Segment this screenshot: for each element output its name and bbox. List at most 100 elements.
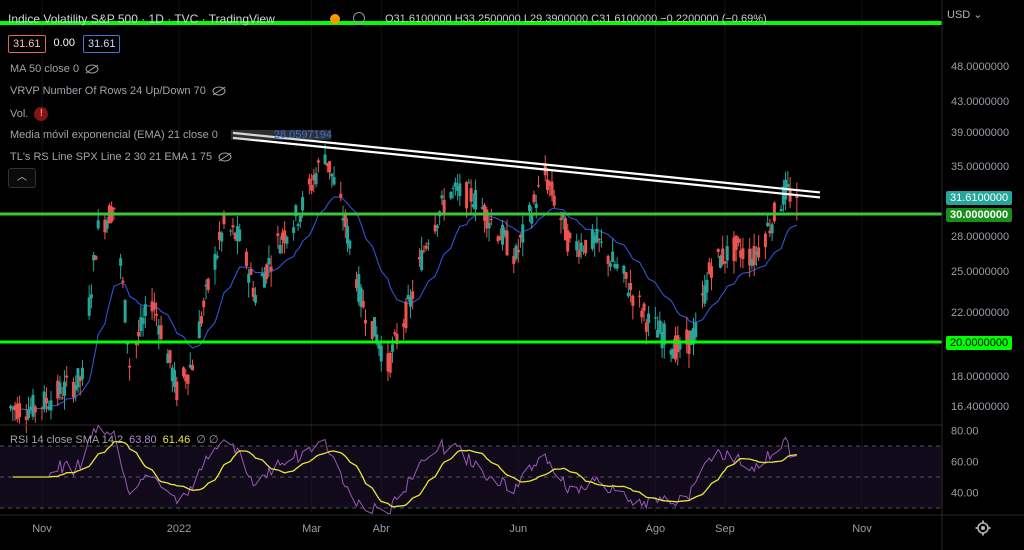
candle-body [298, 215, 302, 223]
level-20 [0, 340, 942, 344]
settings-gear-icon[interactable] [975, 520, 991, 536]
candle-body [545, 179, 549, 191]
candle-body [231, 225, 235, 228]
candle-body [709, 266, 713, 278]
sell-price[interactable]: 31.61 [8, 35, 46, 53]
indicator-label: Media móvil exponencial (EMA) 21 close 0 [10, 129, 218, 141]
candle-body [768, 230, 772, 234]
candle-body [703, 285, 707, 304]
x-tick-label: Nov [32, 523, 52, 535]
ema-path [10, 196, 798, 411]
symbol-title[interactable]: Indice Volatility S&P 500 · 1D · TVC · T… [8, 12, 275, 26]
collapse-indicators-button[interactable]: ︿ [8, 168, 36, 188]
rsi-tick-label: 60.00 [951, 457, 979, 469]
candle-body [599, 241, 603, 243]
candle-body [647, 313, 651, 324]
candle-body [424, 245, 428, 249]
candle-body [660, 331, 664, 349]
candle-body [748, 248, 752, 266]
candle-body [74, 385, 78, 391]
candle-body [112, 207, 116, 210]
candle-body [685, 329, 689, 345]
candle-body [411, 291, 415, 299]
buy-price[interactable]: 31.61 [82, 35, 121, 53]
currency-button[interactable]: USD ⌄ [947, 9, 983, 21]
candle-body [465, 182, 469, 209]
trendline[interactable] [230, 129, 821, 199]
candle-body [658, 320, 662, 334]
y-tick-label: 22.0000000 [951, 307, 1009, 319]
candle-body [44, 397, 48, 404]
candle-body [280, 232, 284, 240]
candle-body [631, 295, 635, 306]
indicator-ema[interactable]: Media móvil exponencial (EMA) 21 close 0… [10, 129, 332, 141]
candle-body [501, 224, 505, 245]
candle-body [678, 340, 682, 350]
candle-body [200, 316, 204, 324]
candle-body [377, 342, 381, 349]
header-dot-icons [330, 12, 366, 27]
candle-body [692, 328, 696, 345]
candle-body [170, 367, 174, 382]
candle-body [361, 300, 365, 308]
candle-body [294, 205, 298, 217]
candle-body [456, 186, 460, 191]
candle-body [534, 203, 538, 209]
x-tick-label: Jun [509, 523, 527, 535]
horizontal-levels[interactable] [0, 21, 942, 344]
candle-body [559, 217, 563, 221]
candle-body [433, 224, 437, 232]
indicator-rsline[interactable]: TL's RS Line SPX Line 2 30 21 EMA 1 75 [10, 151, 232, 163]
candle-body [197, 321, 201, 339]
candle-body [175, 381, 179, 401]
hidden-eye-icon[interactable] [212, 86, 226, 96]
y-tick-label: 39.0000000 [951, 127, 1009, 139]
candle-body [487, 222, 491, 229]
candle-body [629, 283, 633, 290]
candle-body [29, 406, 33, 411]
candle-body [638, 295, 642, 297]
candle-body [372, 317, 376, 337]
y-tick-label: 18.0000000 [951, 371, 1009, 383]
ohlc-readout: O31.6100000 H33.2500000 L29.3900000 C31.… [385, 13, 767, 25]
candle-body [143, 304, 147, 317]
candle-body [669, 350, 673, 355]
data-status-icon[interactable] [353, 12, 366, 24]
x-tick-label: Sep [715, 523, 735, 535]
rsi-tick-label: 80.00 [951, 426, 979, 438]
candle-body [314, 173, 318, 185]
spread-value: 0.00 [53, 37, 75, 49]
candle-body [763, 233, 767, 248]
candle-body [27, 409, 31, 419]
rsi-legend[interactable]: RSI 14 close SMA 14 2 63.80 61.46 ∅ ∅ [10, 433, 218, 447]
market-status-icon[interactable] [330, 14, 340, 24]
indicator-vrvp[interactable]: VRVP Number Of Rows 24 Up/Down 70 [10, 85, 226, 97]
indicator-vol[interactable]: Vol. ! [10, 107, 49, 121]
candle-body [96, 220, 100, 229]
candle-body [292, 227, 296, 233]
candle-body [191, 365, 195, 371]
candle-body [364, 319, 368, 324]
candle-body [422, 250, 426, 252]
candle-body [442, 199, 446, 213]
candle-body [689, 330, 693, 345]
candle-body [404, 301, 408, 329]
y-tick-label: 28.0000000 [951, 231, 1009, 243]
y-tick-label: 25.0000000 [951, 266, 1009, 278]
candle-body [188, 364, 192, 368]
candle-body [656, 329, 660, 338]
indicator-ma50[interactable]: MA 50 close 0 [10, 63, 99, 75]
candle-body [581, 250, 585, 252]
candle-body [56, 380, 60, 399]
candle-body [707, 262, 711, 274]
hidden-eye-icon[interactable] [218, 152, 232, 162]
candle-body [220, 232, 224, 242]
warning-icon[interactable]: ! [34, 107, 49, 121]
candle-body [222, 214, 226, 225]
candle-body [772, 202, 776, 222]
candle-body [393, 332, 397, 335]
candle-body [653, 317, 657, 319]
hidden-eye-icon[interactable] [85, 64, 99, 74]
candle-body [725, 246, 729, 261]
